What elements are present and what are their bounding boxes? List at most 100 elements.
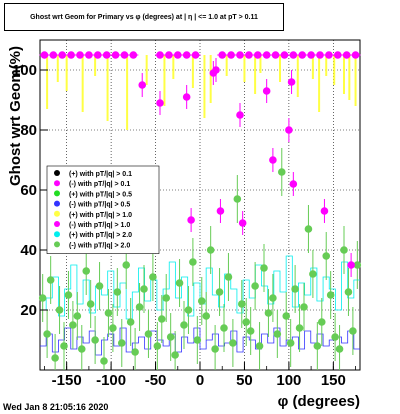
magenta-point — [187, 216, 195, 224]
green-point — [353, 261, 362, 269]
trace-cyan — [40, 255, 360, 320]
green-point — [46, 276, 55, 284]
green-point — [55, 306, 64, 314]
magenta-top-point — [262, 51, 271, 59]
green-point — [189, 258, 197, 266]
y-tick-label: 40 — [20, 242, 37, 259]
green-point — [233, 195, 242, 203]
magenta-top-point — [120, 51, 129, 59]
x-tick-label: -100 — [96, 372, 126, 389]
green-point — [64, 291, 73, 299]
magenta-point — [320, 207, 329, 215]
green-point — [326, 291, 335, 299]
magenta-top-point — [325, 51, 333, 59]
magenta-top-point — [129, 51, 138, 59]
magenta-top-point — [49, 51, 58, 59]
y-axis-label: Ghost wrt Geom(%) — [7, 46, 24, 186]
green-point — [126, 318, 135, 326]
legend-marker — [54, 170, 60, 176]
magenta-top-point — [58, 51, 67, 59]
green-point — [344, 288, 353, 296]
green-point — [313, 342, 322, 350]
green-point — [104, 309, 113, 317]
chart-title-box: Ghost wrt Geom for Primary vs φ (degrees… — [4, 3, 284, 31]
green-point — [193, 336, 202, 344]
green-point — [184, 306, 193, 314]
green-point — [153, 342, 162, 350]
green-point — [246, 327, 255, 335]
green-point — [166, 333, 175, 341]
green-point — [295, 324, 304, 332]
magenta-top-point — [253, 51, 262, 59]
green-point — [117, 339, 126, 347]
green-point — [113, 288, 122, 296]
green-point — [100, 357, 108, 365]
x-tick-label: -50 — [145, 372, 167, 389]
green-point — [335, 345, 344, 353]
magenta-top-point — [111, 51, 120, 59]
x-tick-label: 100 — [276, 372, 301, 389]
legend-label: (+) with pT/|q| > 2.0 — [69, 232, 132, 239]
green-point — [180, 321, 188, 329]
legend-marker — [54, 221, 60, 227]
green-point — [220, 324, 228, 332]
magenta-top-point — [93, 51, 102, 59]
y-tick-label: 60 — [20, 182, 37, 199]
magenta-point — [216, 207, 225, 215]
green-point — [255, 342, 264, 350]
green-point — [322, 252, 331, 260]
magenta-top-point — [245, 51, 253, 59]
green-point — [229, 339, 237, 347]
magenta-top-point — [218, 51, 227, 59]
y-tick-label: 100 — [12, 62, 37, 79]
magenta-point — [236, 111, 244, 119]
magenta-point — [262, 87, 271, 95]
green-point — [43, 330, 51, 338]
legend-marker — [54, 231, 60, 238]
green-point — [260, 264, 268, 272]
legend-label: (+) with pT/|q| > 1.0 — [69, 212, 132, 219]
green-point — [122, 261, 131, 269]
green-point — [157, 315, 166, 323]
green-point — [38, 294, 47, 302]
green-point — [60, 342, 68, 350]
legend-box — [46, 165, 160, 254]
magenta-top-point — [298, 51, 307, 59]
green-point — [91, 336, 99, 344]
legend-label: (-) with pT/|q| > 0.5 — [69, 202, 130, 209]
legend-marker — [54, 180, 60, 187]
green-point — [202, 312, 211, 320]
legend-label: (-) with pT/|q| > 2.0 — [69, 242, 130, 249]
footer-timestamp: Wed Jan 8 21:05:16 2020 — [3, 402, 109, 412]
green-point — [131, 348, 139, 356]
green-point — [291, 285, 299, 293]
magenta-top-point — [236, 51, 244, 59]
legend-label: (+) with pT/|q| > 0.5 — [69, 191, 132, 198]
chart-title: Ghost wrt Geom for Primary vs φ (degrees… — [30, 14, 258, 21]
green-point — [211, 345, 219, 353]
magenta-top-point — [316, 51, 324, 59]
magenta-point — [289, 180, 298, 188]
x-tick-label: 150 — [321, 372, 346, 389]
magenta-top-point — [351, 51, 360, 59]
green-point — [197, 297, 206, 305]
green-point — [264, 309, 273, 317]
magenta-top-point — [156, 51, 164, 59]
green-point — [95, 282, 104, 290]
magenta-point — [182, 93, 191, 101]
magenta-top-point — [280, 51, 289, 59]
magenta-top-point — [191, 51, 200, 59]
legend-marker — [54, 200, 60, 207]
magenta-point — [347, 261, 355, 269]
legend-marker — [54, 190, 60, 197]
green-point — [82, 267, 91, 275]
green-point — [86, 300, 95, 308]
magenta-top-point — [182, 51, 191, 59]
green-point — [140, 285, 148, 293]
green-point — [340, 246, 348, 254]
y-tick-label: 20 — [20, 302, 37, 319]
magenta-top-point — [307, 51, 315, 59]
green-point — [331, 333, 339, 341]
green-point — [73, 312, 82, 320]
magenta-top-point — [102, 51, 111, 59]
